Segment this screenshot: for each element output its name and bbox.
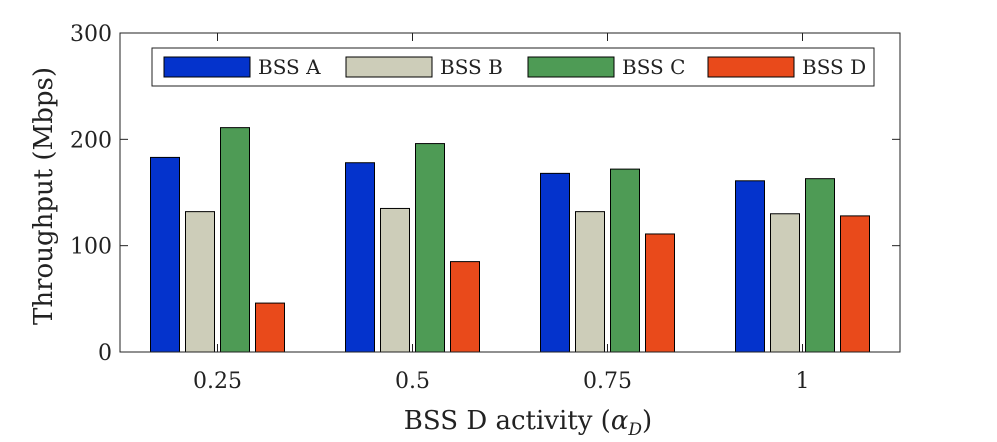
bar-bss-b-0.5 xyxy=(380,207,410,353)
x-tick-label: 0.25 xyxy=(193,369,242,394)
bar-bss-d-0.25 xyxy=(255,302,285,353)
y-tick-label: 100 xyxy=(70,235,112,260)
bar-bss-a-0.25 xyxy=(150,156,180,353)
bar-bss-c-0.25 xyxy=(220,127,250,353)
bar-bss-a-1 xyxy=(735,180,765,353)
x-axis-label: BSS D activity (αD) xyxy=(404,406,652,440)
bar-bss-d-0.5 xyxy=(450,261,480,353)
bar-bss-d-1 xyxy=(840,215,870,353)
y-tick-label: 200 xyxy=(70,128,112,153)
legend-swatch-bss-b xyxy=(345,56,433,78)
bars-group xyxy=(150,127,870,353)
y-tick-label: 0 xyxy=(98,341,112,366)
y-axis-label: Throughput (Mbps) xyxy=(29,67,59,325)
x-tick-label: 1 xyxy=(796,369,810,394)
bar-bss-d-0.75 xyxy=(645,233,675,353)
bar-bss-c-1 xyxy=(805,178,835,353)
legend-label-bss-a: BSS A xyxy=(258,55,321,79)
bar-bss-b-1 xyxy=(770,213,800,353)
bar-bss-c-0.5 xyxy=(415,143,445,353)
bar-bss-b-0.75 xyxy=(575,211,605,353)
bar-bss-b-0.25 xyxy=(185,211,215,353)
axes-group: 0 100 200 300 0.25 0.5 0.75 1 xyxy=(70,22,901,394)
x-axis-label-subscript: D xyxy=(627,420,642,440)
x-axis-label-close: ) xyxy=(642,406,652,436)
bar-bss-c-0.75 xyxy=(610,168,640,353)
x-tick-label: 0.5 xyxy=(395,369,430,394)
legend-swatch-bss-a xyxy=(163,56,251,78)
legend-label-bss-b: BSS B xyxy=(440,55,503,79)
legend-swatch-bss-c xyxy=(527,56,615,78)
axes-box xyxy=(119,32,901,353)
legend-label-bss-d: BSS D xyxy=(802,55,866,79)
bar-bss-a-0.75 xyxy=(540,172,570,353)
x-axis-label-symbol: α xyxy=(611,406,629,436)
bar-bss-a-0.5 xyxy=(345,162,375,353)
legend-label-bss-c: BSS C xyxy=(622,55,685,79)
legend: BSS A BSS B BSS C BSS D xyxy=(151,47,875,87)
x-axis-label-text: BSS D activity ( xyxy=(404,406,611,436)
x-tick-label: 0.75 xyxy=(583,369,632,394)
legend-swatch-bss-d xyxy=(707,56,795,78)
y-tick-label: 300 xyxy=(70,22,112,47)
